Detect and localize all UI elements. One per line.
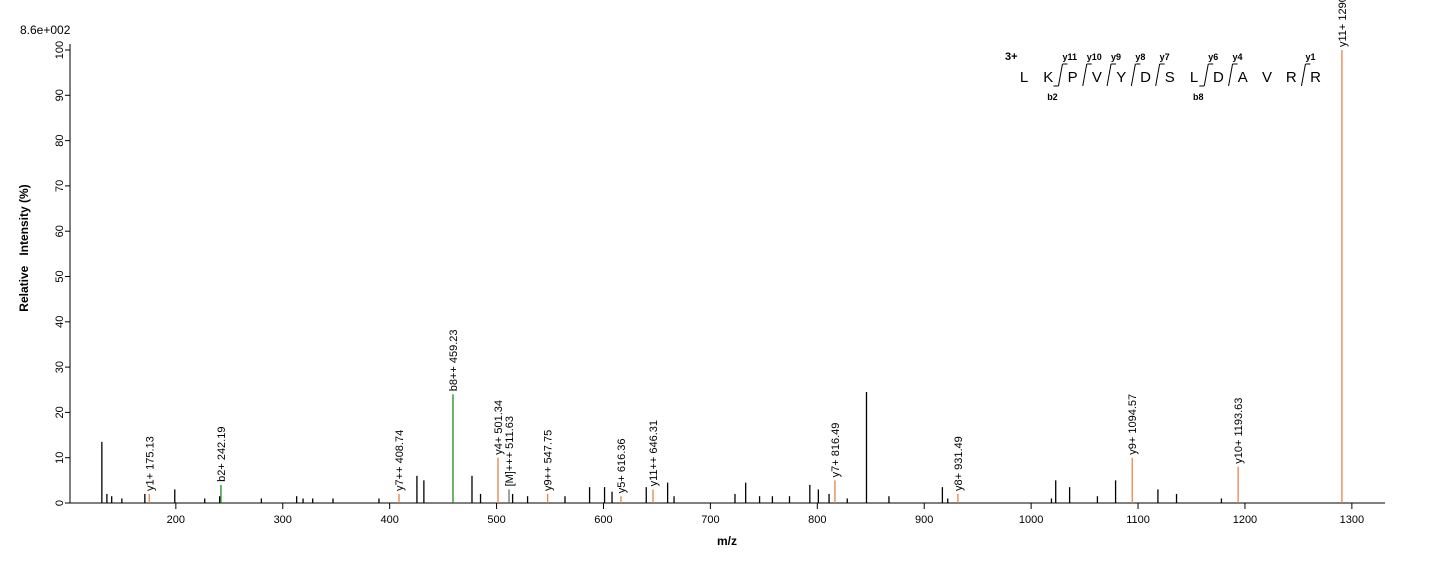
- peak-label: y11+ 1290.70: [1337, 0, 1349, 47]
- cleavage: [1082, 63, 1088, 87]
- b-ion-label: b8: [1193, 92, 1204, 102]
- y-ion-label: y10: [1087, 52, 1102, 62]
- peak-label: y8+ 931.49: [953, 436, 965, 491]
- x-tick-label: 300: [274, 514, 292, 526]
- charge-state: 3+: [1005, 51, 1018, 63]
- x-axis-label: m/z: [717, 534, 737, 548]
- y-tick-label: 100: [54, 41, 66, 59]
- y-tick-label: 10: [54, 452, 66, 464]
- y-tick-label: 60: [54, 225, 66, 237]
- residue: V: [1092, 69, 1102, 86]
- residue: L: [1190, 69, 1198, 86]
- peak-label: b2+ 242.19: [216, 427, 228, 482]
- y-ion-label: y11: [1062, 52, 1077, 62]
- residue: V: [1262, 69, 1272, 86]
- peak-label: y9++ 547.75: [543, 430, 555, 491]
- y-tick-label: 0: [54, 500, 66, 506]
- cleavage: [1057, 63, 1063, 87]
- x-tick-label: 700: [701, 514, 719, 526]
- peak-label: y4+ 501.34: [493, 400, 505, 455]
- residue: R: [1286, 69, 1297, 86]
- cleavage: [1300, 63, 1306, 87]
- b-ion-label: b2: [1047, 92, 1058, 102]
- y-ion-label: y9: [1111, 52, 1121, 62]
- peak-label: y5+ 616.36: [616, 438, 628, 493]
- residue: P: [1068, 69, 1078, 86]
- cleavage: [1130, 63, 1136, 87]
- residue: S: [1165, 69, 1175, 86]
- y-ion-label: y4: [1233, 52, 1243, 62]
- peak-label: y10+ 1193.63: [1233, 398, 1245, 464]
- x-tick-label: 200: [167, 514, 185, 526]
- peak-label: [M]+++ 511.63: [504, 416, 516, 486]
- residue: R: [1310, 69, 1321, 86]
- x-tick-label: 900: [915, 514, 933, 526]
- residue: D: [1213, 69, 1224, 86]
- cleavage: [1203, 63, 1209, 87]
- y-ion-label: y6: [1208, 52, 1218, 62]
- residue: Y: [1116, 69, 1126, 86]
- residue: L: [1020, 69, 1028, 86]
- cleavage: [1228, 63, 1234, 87]
- y-tick-label: 50: [54, 270, 66, 282]
- x-tick-label: 1000: [1019, 514, 1043, 526]
- y-ion-label: y1: [1305, 52, 1315, 62]
- scale-label: 8.6e+002: [20, 23, 71, 37]
- residue: A: [1238, 69, 1248, 86]
- residue: D: [1140, 69, 1151, 86]
- x-tick-label: 1300: [1340, 514, 1364, 526]
- y-tick-label: 90: [54, 89, 66, 101]
- peak-label: y1+ 175.13: [144, 436, 156, 491]
- y-tick-label: 40: [54, 316, 66, 328]
- x-tick-label: 600: [594, 514, 612, 526]
- x-tick-label: 500: [487, 514, 505, 526]
- x-tick-label: 400: [380, 514, 398, 526]
- x-tick-label: 1200: [1233, 514, 1257, 526]
- peak-label: y7++ 408.74: [394, 430, 406, 491]
- y-tick-label: 30: [54, 361, 66, 373]
- peak-label: y11++ 646.31: [648, 420, 660, 486]
- y-ion-label: y7: [1160, 52, 1170, 62]
- x-tick-label: 800: [808, 514, 826, 526]
- residue: K: [1043, 69, 1053, 86]
- y-tick-label: 70: [54, 180, 66, 192]
- cleavage: [1155, 63, 1161, 87]
- cleavage: [1106, 63, 1112, 87]
- y-ion-label: y8: [1135, 52, 1145, 62]
- y-tick-label: 80: [54, 134, 66, 146]
- peak-label: b8++ 459.23: [448, 329, 460, 391]
- y-tick-label: 20: [54, 406, 66, 418]
- x-tick-label: 1100: [1126, 514, 1150, 526]
- y-axis-label: Relative Intensity (%): [17, 184, 31, 311]
- peak-label: y7+ 816.49: [830, 423, 842, 478]
- peak-label: y9+ 1094.57: [1127, 394, 1139, 455]
